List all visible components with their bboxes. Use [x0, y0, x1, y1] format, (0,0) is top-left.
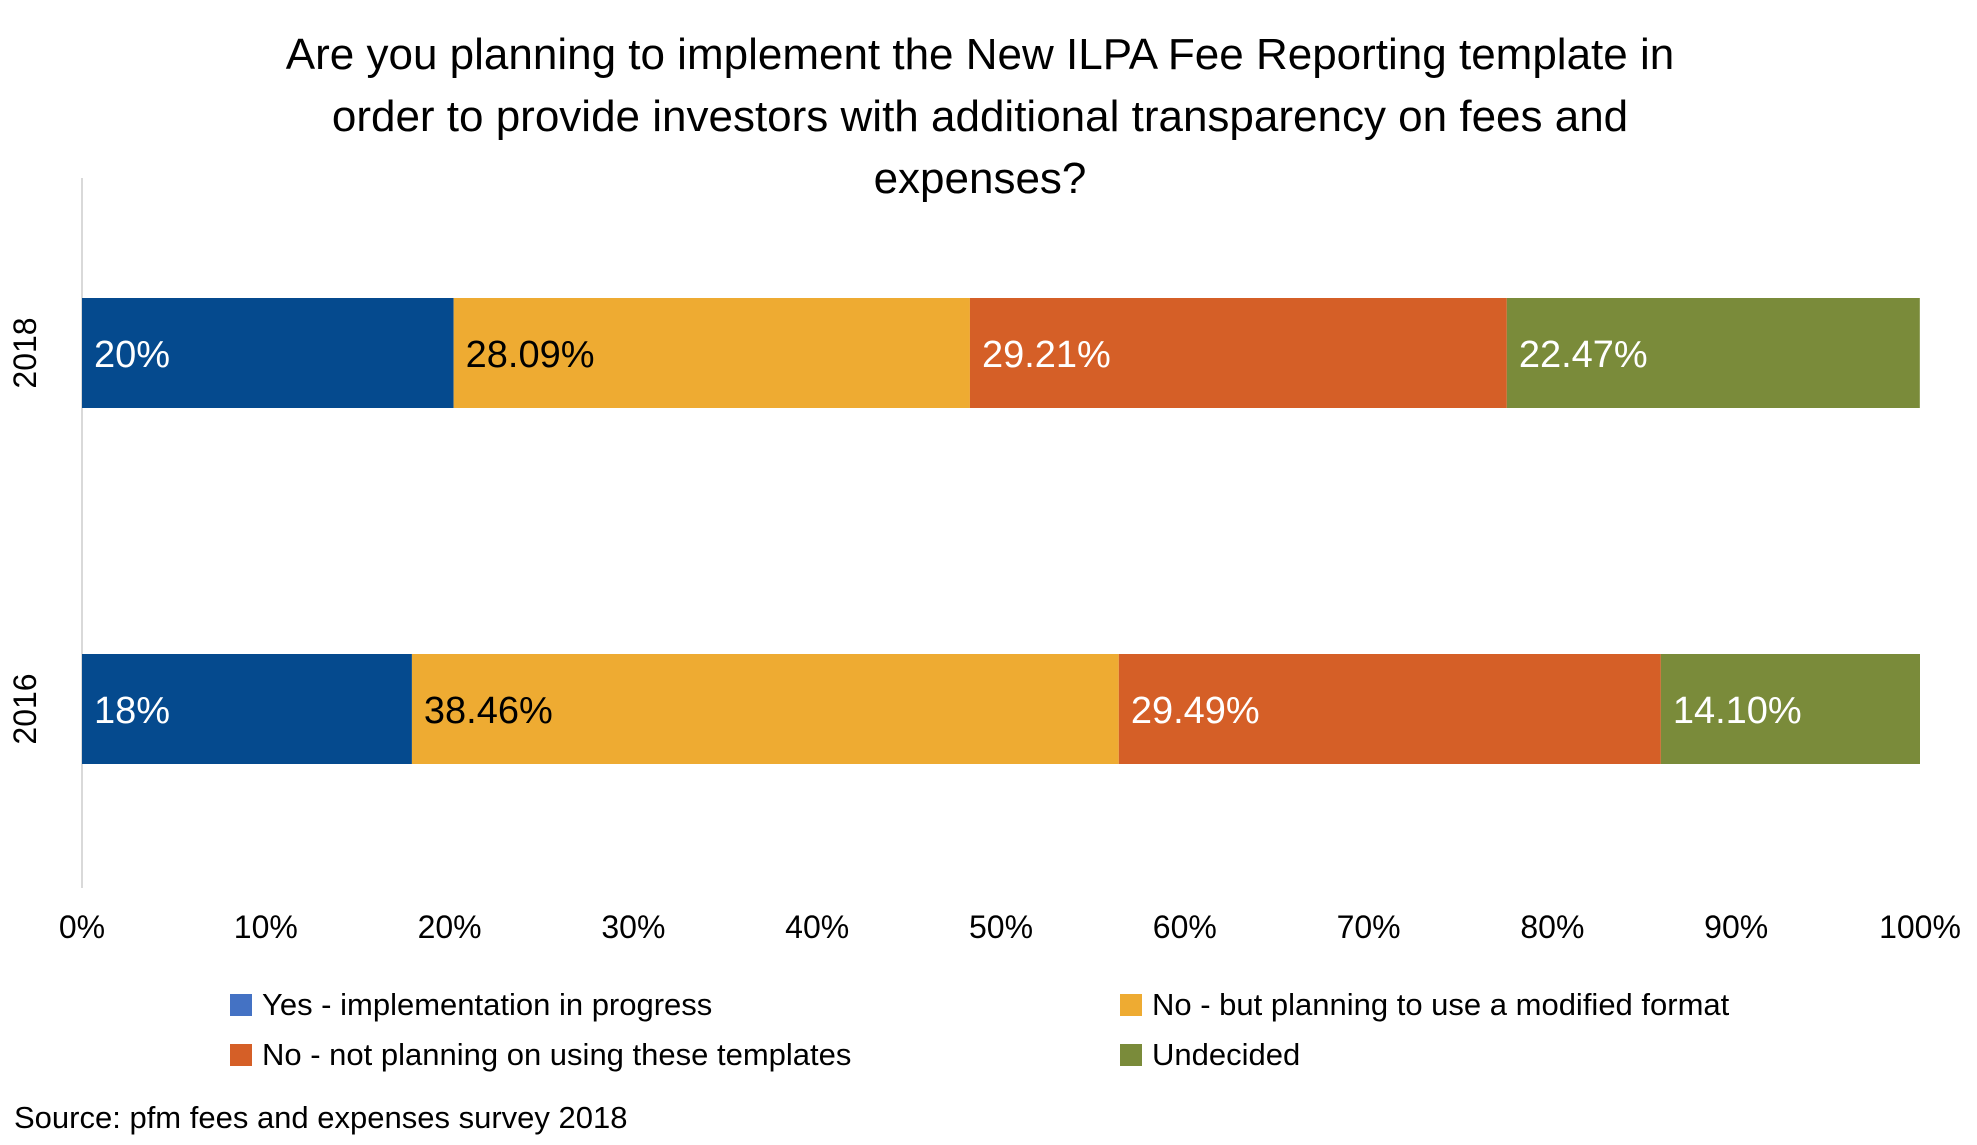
- legend-label-modified-format: No - but planning to use a modified form…: [1152, 987, 1730, 1022]
- x-tick-label-5: 50%: [969, 909, 1033, 945]
- bar-segment-2016-series-1: [82, 654, 412, 764]
- bar-segment-2016-series-4: [1660, 654, 1920, 764]
- category-label-2016: 2016: [7, 673, 43, 744]
- x-tick-label-2: 20%: [418, 909, 482, 945]
- data-label-2016-series-2: 38.46%: [424, 690, 553, 732]
- data-label-2016-series-4: 14.10%: [1673, 690, 1802, 732]
- x-tick-label-4: 40%: [785, 909, 849, 945]
- category-label-2018: 2018: [7, 317, 43, 388]
- legend-swatch-modified-format: [1120, 994, 1142, 1016]
- data-label-2018-series-1: 20%: [94, 334, 170, 376]
- x-tick-label-6: 60%: [1153, 909, 1217, 945]
- data-label-2018-series-3: 29.21%: [982, 334, 1111, 376]
- bar-segment-2018-series-3: [969, 298, 1507, 408]
- legend-item-yes: Yes - implementation in progress: [230, 982, 1120, 1028]
- x-tick-label-0: 0%: [59, 909, 105, 945]
- legend-swatch-not-planning: [230, 1044, 252, 1066]
- legend-label-not-planning: No - not planning on using these templat…: [262, 1037, 852, 1072]
- legend-swatch-undecided: [1120, 1044, 1142, 1066]
- legend-label-yes: Yes - implementation in progress: [262, 987, 713, 1022]
- data-label-2016-series-3: 29.49%: [1131, 690, 1260, 732]
- source-note: Source: pfm fees and expenses survey 201…: [14, 1100, 628, 1135]
- x-tick-label-9: 90%: [1704, 909, 1768, 945]
- bar-segment-2018-series-1: [82, 298, 454, 408]
- legend-item-undecided: Undecided: [1120, 1032, 1820, 1078]
- legend-item-not-planning: No - not planning on using these templat…: [230, 1032, 1120, 1078]
- x-tick-label-1: 10%: [234, 909, 298, 945]
- legend-label-undecided: Undecided: [1152, 1037, 1301, 1072]
- x-tick-label-10: 100%: [1879, 909, 1961, 945]
- legend-item-modified-format: No - but planning to use a modified form…: [1120, 982, 1820, 1028]
- data-label-2018-series-4: 22.47%: [1519, 334, 1648, 376]
- x-tick-label-7: 70%: [1337, 909, 1401, 945]
- bar-segment-2016-series-2: [411, 654, 1119, 764]
- x-tick-label-3: 30%: [601, 909, 665, 945]
- data-label-2018-series-2: 28.09%: [466, 334, 595, 376]
- bar-segment-2018-series-4: [1506, 298, 1920, 408]
- bar-segment-2016-series-3: [1118, 654, 1661, 764]
- x-tick-label-8: 80%: [1520, 909, 1584, 945]
- legend-swatch-yes: [230, 994, 252, 1016]
- data-label-2016-series-1: 18%: [94, 690, 170, 732]
- bar-segment-2018-series-2: [453, 298, 970, 408]
- chart-title: Are you planning to implement the New IL…: [285, 30, 1675, 203]
- chart-legend: Yes - implementation in progress No - bu…: [230, 982, 1830, 1078]
